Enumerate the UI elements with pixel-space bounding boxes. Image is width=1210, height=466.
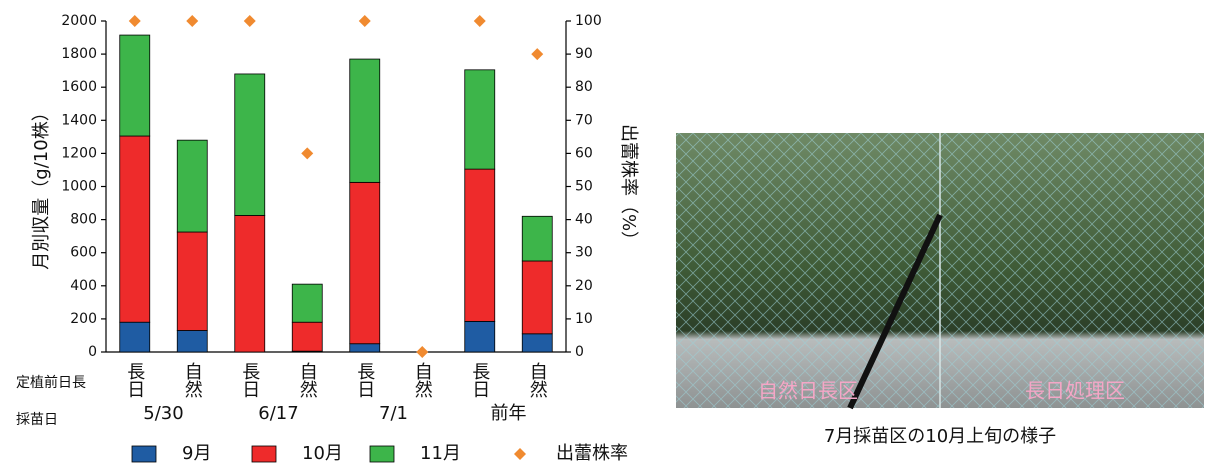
- bar-segment: [521, 333, 553, 353]
- bar-segment: [176, 231, 208, 331]
- x-tick-label: 自然: [527, 362, 548, 398]
- bar-segment: [464, 320, 496, 353]
- y2-tick-label: 50: [575, 179, 593, 195]
- x-tick-label: 長日: [239, 362, 260, 398]
- bar-segment: [349, 343, 381, 353]
- bar-segment: [291, 321, 323, 352]
- x-tick-label: 自然: [412, 362, 433, 398]
- y2-tick-label: 90: [575, 46, 593, 62]
- y-tick-label: 600: [70, 245, 97, 261]
- rate-marker: [301, 147, 314, 160]
- y2-tick-label: 0: [575, 344, 584, 360]
- legend-label: 10月: [302, 443, 343, 464]
- x-tick-label: 長日: [354, 362, 375, 398]
- bar-segment: [176, 330, 208, 353]
- group-label: 前年: [491, 403, 527, 424]
- y-tick-label: 1600: [61, 79, 97, 95]
- legend-swatch: [131, 445, 157, 463]
- legend-label: 9月: [182, 443, 211, 464]
- bar-segment: [521, 260, 553, 335]
- legend-swatch: [251, 445, 277, 463]
- bar-segment: [119, 34, 151, 137]
- photo-label: 自然日長区: [758, 379, 858, 403]
- y2-tick-label: 60: [575, 145, 593, 161]
- bar-segment: [464, 69, 496, 170]
- legend-label: 11月: [420, 443, 461, 464]
- bar-segment: [176, 139, 208, 233]
- y2-tick-label: 20: [575, 278, 593, 294]
- y-tick-label: 200: [70, 311, 97, 327]
- y2-tick-label: 40: [575, 212, 593, 228]
- photo-label: 長日処理区: [1025, 379, 1125, 403]
- y-tick-label: 400: [70, 278, 97, 294]
- group-label: 7/1: [379, 403, 408, 424]
- rate-marker: [128, 15, 141, 27]
- photo-pole: [847, 213, 943, 410]
- group-axis-title: 採苗日: [16, 412, 58, 428]
- rate-marker: [473, 15, 486, 27]
- legend-swatch: [369, 445, 395, 463]
- rate-marker: [358, 15, 371, 27]
- group-label: 6/17: [258, 403, 298, 424]
- x-tick-label: 長日: [469, 362, 490, 398]
- rate-marker: [186, 15, 199, 27]
- bar-segment: [349, 181, 381, 345]
- bar-segment: [119, 135, 151, 323]
- bar-segment: [234, 215, 266, 353]
- y2-tick-label: 10: [575, 311, 593, 327]
- y-tick-label: 800: [70, 212, 97, 228]
- photo: 自然日長区 長日処理区 7月採苗区の10月上旬の様子: [676, 133, 1204, 447]
- bar-segment: [349, 58, 381, 183]
- y-axis-title: 月別収量（g/10株）: [31, 103, 52, 269]
- legend-label: 出蕾株率: [556, 443, 628, 464]
- bar-segment: [464, 168, 496, 322]
- y-tick-label: 1200: [61, 145, 97, 161]
- bar-segment: [291, 283, 323, 323]
- legend-swatch: [514, 448, 526, 460]
- y2-axis-title: 出蕾株率（%）: [618, 124, 639, 249]
- bar-segment: [234, 73, 266, 216]
- y-tick-label: 1000: [61, 179, 97, 195]
- y2-tick-label: 30: [575, 245, 593, 261]
- y2-tick-label: 80: [575, 79, 593, 95]
- x-tick-label: 長日: [124, 362, 145, 398]
- category-axis-title: 定植前日長: [16, 374, 86, 391]
- y2-tick-label: 100: [575, 13, 602, 29]
- group-label: 5/30: [143, 403, 183, 424]
- y-tick-label: 1800: [61, 46, 97, 62]
- rate-marker: [531, 48, 544, 61]
- y2-tick-label: 70: [575, 112, 593, 128]
- rate-marker: [243, 15, 256, 27]
- photo-caption: 7月採苗区の10月上旬の様子: [824, 426, 1056, 447]
- x-tick-label: 自然: [182, 362, 203, 398]
- y-tick-label: 0: [88, 344, 97, 360]
- bar-segment: [119, 321, 151, 353]
- x-tick-label: 自然: [297, 362, 318, 398]
- y-tick-label: 1400: [61, 112, 97, 128]
- rate-marker: [416, 346, 429, 358]
- y-tick-label: 2000: [61, 13, 97, 29]
- bar-segment: [521, 215, 553, 262]
